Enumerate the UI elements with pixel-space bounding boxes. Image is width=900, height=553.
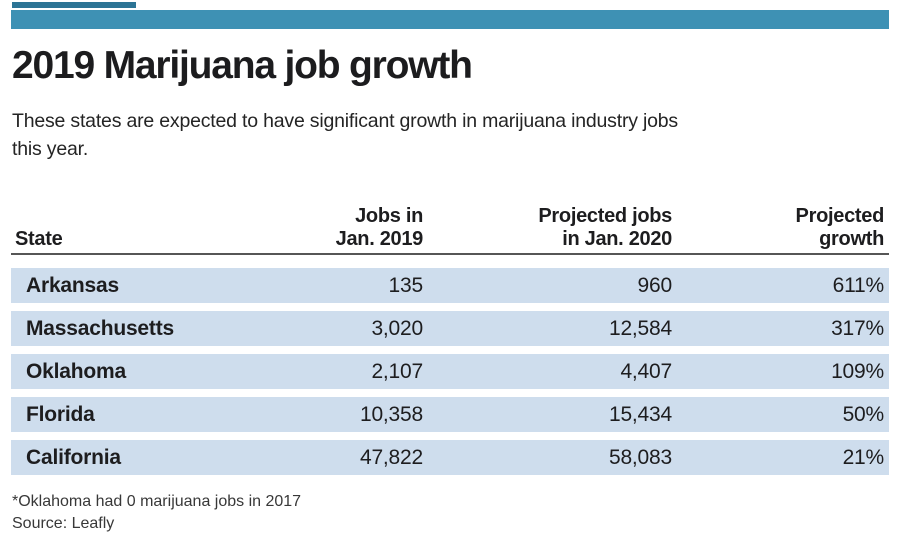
cell-state: Florida xyxy=(26,402,95,426)
cell-projected-growth: 611% xyxy=(832,273,885,297)
footer: *Oklahoma had 0 marijuana jobs in 2017 S… xyxy=(12,491,301,534)
table-body: Arkansas 135 960 611% Massachusetts 3,02… xyxy=(11,268,889,475)
cell-jobs-jan-2019: 10,358 xyxy=(359,402,423,426)
top-accent-bar xyxy=(11,10,889,29)
table-row-arkansas: Arkansas 135 960 611% xyxy=(11,268,889,303)
cell-jobs-jan-2019: 3,020 xyxy=(371,316,423,340)
table-row-california: California 47,822 58,083 21% xyxy=(11,440,889,475)
cell-state: California xyxy=(26,445,121,469)
source-credit: Source: Leafly xyxy=(12,514,115,532)
subtitle-line-1: These states are expected to have signif… xyxy=(12,110,678,132)
cell-projected-growth: 317% xyxy=(831,316,884,340)
column-header-state: State xyxy=(15,228,63,250)
cell-projected-jan-2020: 960 xyxy=(637,273,673,297)
table-header-row: State Jobs in Jan. 2019 Projected jobs i… xyxy=(11,197,889,255)
cell-projected-jan-2020: 15,434 xyxy=(608,402,672,426)
table-row-oklahoma: Oklahoma 2,107 4,407 109% xyxy=(11,354,889,389)
cell-projected-jan-2020: 58,083 xyxy=(608,445,672,469)
page-title: 2019 Marijuana job growth xyxy=(12,44,473,87)
top-accent-mini-bar xyxy=(12,2,136,8)
table-row-massachusetts: Massachusetts 3,020 12,584 317% xyxy=(11,311,889,346)
table-row-florida: Florida 10,358 15,434 50% xyxy=(11,397,889,432)
cell-jobs-jan-2019: 47,822 xyxy=(359,445,423,469)
cell-jobs-jan-2019: 135 xyxy=(388,273,424,297)
jobs-table: State Jobs in Jan. 2019 Projected jobs i… xyxy=(11,197,889,483)
column-header-projected-growth: Projected growth xyxy=(795,205,885,250)
subtitle-line-2: this year. xyxy=(12,138,89,160)
footnote: *Oklahoma had 0 marijuana jobs in 2017 xyxy=(12,493,302,510)
cell-projected-jan-2020: 12,584 xyxy=(608,316,672,340)
cell-projected-growth: 50% xyxy=(842,402,885,426)
cell-jobs-jan-2019: 2,107 xyxy=(371,359,423,383)
cell-state: Arkansas xyxy=(26,273,119,297)
column-header-jobs-jan-2019: Jobs in Jan. 2019 xyxy=(335,205,424,250)
cell-projected-growth: 21% xyxy=(842,445,885,469)
cell-state: Massachusetts xyxy=(26,316,174,340)
cell-projected-growth: 109% xyxy=(831,359,884,383)
subtitle: These states are expected to have signif… xyxy=(12,107,678,163)
cell-projected-jan-2020: 4,407 xyxy=(620,359,672,383)
column-header-projected-jobs-jan-2020: Projected jobs in Jan. 2020 xyxy=(538,205,672,250)
cell-state: Oklahoma xyxy=(26,359,126,383)
